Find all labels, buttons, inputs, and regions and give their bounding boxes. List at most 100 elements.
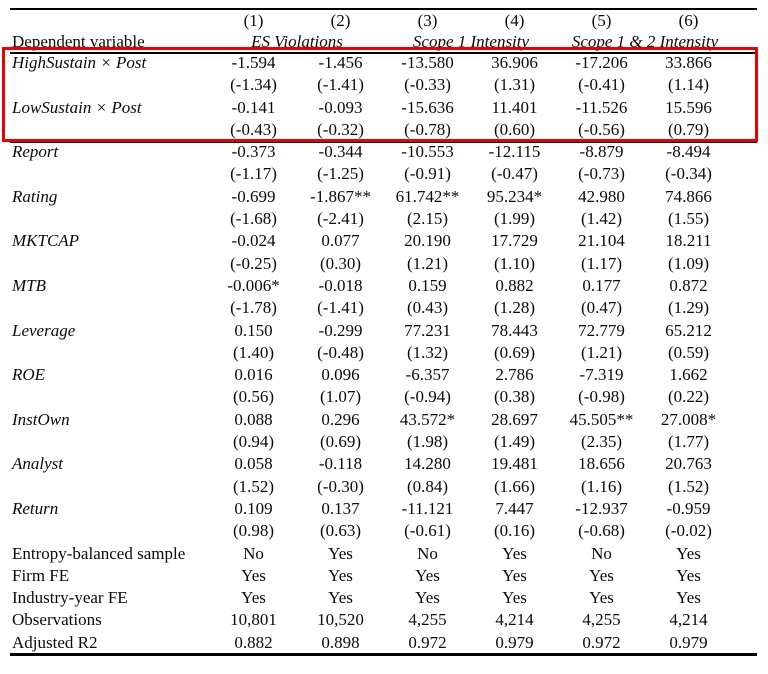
tstat-cell: (0.30) bbox=[319, 253, 362, 273]
dep-var-group-es-violations: ES Violations bbox=[251, 31, 343, 51]
coefficient-row: LowSustain × Post -0.141 -0.093 -15.636 … bbox=[10, 97, 757, 119]
tstat-cell: (-0.25) bbox=[230, 253, 277, 273]
footer-row: Firm FE Yes Yes Yes Yes Yes Yes bbox=[10, 565, 757, 587]
coefficient-cell: -6.357 bbox=[405, 365, 450, 385]
coefficient-cell: -0.093 bbox=[318, 97, 363, 117]
tstat-cell: (-0.78) bbox=[404, 119, 451, 139]
spacer-cell bbox=[732, 543, 757, 565]
coefficient-row: Return 0.109 0.137 -11.121 7.447 -12.937… bbox=[10, 498, 757, 520]
tstat-cell: (1.98) bbox=[406, 432, 449, 452]
table-bottom-rule bbox=[10, 653, 757, 656]
footer-value: 0.972 bbox=[408, 632, 447, 652]
column-number: (1) bbox=[243, 10, 264, 30]
empty-label-cell bbox=[10, 386, 210, 408]
coefficient-cell: 72.779 bbox=[578, 320, 625, 340]
tstat-cell: (-0.48) bbox=[317, 342, 364, 362]
tstat-cell: (-1.34) bbox=[230, 75, 277, 95]
empty-label-cell bbox=[10, 476, 210, 498]
tstat-cell: (1.99) bbox=[493, 209, 536, 229]
variable-name: ROE bbox=[12, 365, 46, 385]
coefficient-cell: -12.115 bbox=[488, 142, 541, 162]
column-number: (4) bbox=[504, 10, 525, 30]
table-top-rule bbox=[10, 8, 757, 10]
variable-name: InstOwn bbox=[12, 409, 70, 429]
tstat-cell: (-0.91) bbox=[404, 164, 451, 184]
tstat-cell: (0.22) bbox=[667, 387, 710, 407]
variable-name: Leverage bbox=[12, 320, 76, 340]
column-number: (3) bbox=[417, 10, 438, 30]
tstat-cell: (-0.68) bbox=[578, 521, 625, 541]
footer-label: Industry-year FE bbox=[12, 588, 128, 608]
footer-value: 10,520 bbox=[317, 610, 364, 630]
coefficient-row: MKTCAP -0.024 0.077 20.190 17.729 21.104… bbox=[10, 230, 757, 252]
coefficient-cell: -8.494 bbox=[666, 142, 711, 162]
footer-value: Yes bbox=[502, 543, 527, 563]
coefficient-cell: 1.662 bbox=[669, 365, 708, 385]
tstat-cell: (0.60) bbox=[493, 119, 536, 139]
coefficient-cell: 2.786 bbox=[495, 365, 534, 385]
coefficient-cell: -0.118 bbox=[318, 454, 363, 474]
variable-name: MTB bbox=[12, 275, 46, 295]
spacer-cell bbox=[732, 208, 757, 230]
empty-label-cell bbox=[10, 208, 210, 230]
footer-value: Yes bbox=[241, 565, 266, 585]
variable-name: HighSustain × Post bbox=[12, 53, 147, 72]
spacer-cell bbox=[732, 230, 757, 252]
tstat-cell: (0.43) bbox=[406, 298, 449, 318]
spacer-cell bbox=[732, 386, 757, 408]
coefficient-cell: 45.505** bbox=[569, 409, 634, 429]
footer-value: Yes bbox=[328, 565, 353, 585]
tstat-row: (-0.43) (-0.32) (-0.78) (0.60) (-0.56) (… bbox=[10, 119, 757, 141]
tstat-cell: (1.42) bbox=[580, 209, 623, 229]
tstat-cell: (0.69) bbox=[493, 342, 536, 362]
coefficient-cell: 28.697 bbox=[491, 409, 538, 429]
variable-name: Return bbox=[12, 498, 59, 518]
table-header-rule bbox=[10, 52, 757, 54]
column-number: (5) bbox=[591, 10, 612, 30]
empty-label-cell bbox=[10, 297, 210, 319]
spacer-cell bbox=[732, 186, 757, 208]
footer-value: Yes bbox=[676, 543, 701, 563]
footer-value: 4,214 bbox=[669, 610, 708, 630]
footer-value: No bbox=[243, 543, 264, 563]
footer-value: Yes bbox=[328, 543, 353, 563]
spacer-cell bbox=[732, 31, 757, 52]
spacer-cell bbox=[732, 431, 757, 453]
tstat-cell: (-1.68) bbox=[230, 209, 277, 229]
coefficient-cell: -10.553 bbox=[401, 142, 454, 162]
coefficient-cell: -13.580 bbox=[401, 53, 454, 72]
spacer-cell bbox=[732, 520, 757, 542]
tstat-row: (0.94) (0.69) (1.98) (1.49) (2.35) (1.77… bbox=[10, 431, 757, 453]
footer-value: 0.882 bbox=[234, 632, 273, 652]
tstat-cell: (1.28) bbox=[493, 298, 536, 318]
footer-row: Adjusted R2 0.882 0.898 0.972 0.979 0.97… bbox=[10, 632, 757, 654]
spacer-cell bbox=[732, 476, 757, 498]
variable-name: Rating bbox=[12, 186, 58, 206]
footer-value: 0.972 bbox=[582, 632, 621, 652]
spacer-cell bbox=[732, 409, 757, 431]
tstat-cell: (-0.02) bbox=[665, 521, 712, 541]
tstat-cell: (1.10) bbox=[493, 253, 536, 273]
tstat-cell: (0.16) bbox=[493, 521, 536, 541]
coefficient-cell: -0.018 bbox=[318, 275, 363, 295]
footer-value: Yes bbox=[589, 588, 614, 608]
tstat-cell: (1.49) bbox=[493, 432, 536, 452]
coefficient-cell: 21.104 bbox=[578, 231, 625, 251]
tstat-cell: (0.59) bbox=[667, 342, 710, 362]
table-section-rule bbox=[10, 141, 757, 143]
tstat-cell: (-0.61) bbox=[404, 521, 451, 541]
tstat-cell: (1.40) bbox=[232, 342, 275, 362]
coefficient-cell: -0.699 bbox=[231, 186, 276, 206]
spacer-cell bbox=[732, 163, 757, 185]
tstat-row: (-1.68) (-2.41) (2.15) (1.99) (1.42) (1.… bbox=[10, 208, 757, 230]
coefficient-cell: 0.159 bbox=[408, 275, 447, 295]
tstat-cell: (1.29) bbox=[667, 298, 710, 318]
tstat-cell: (-0.56) bbox=[578, 119, 625, 139]
footer-value: Yes bbox=[676, 565, 701, 585]
dep-var-group-scope1and2: Scope 1 & 2 Intensity bbox=[571, 31, 719, 51]
tstat-cell: (0.84) bbox=[406, 476, 449, 496]
footer-rows: Entropy-balanced sample No Yes No Yes No… bbox=[10, 543, 757, 654]
footer-value: Yes bbox=[676, 588, 701, 608]
coefficient-cell: 0.296 bbox=[321, 409, 360, 429]
footer-value: Yes bbox=[415, 565, 440, 585]
